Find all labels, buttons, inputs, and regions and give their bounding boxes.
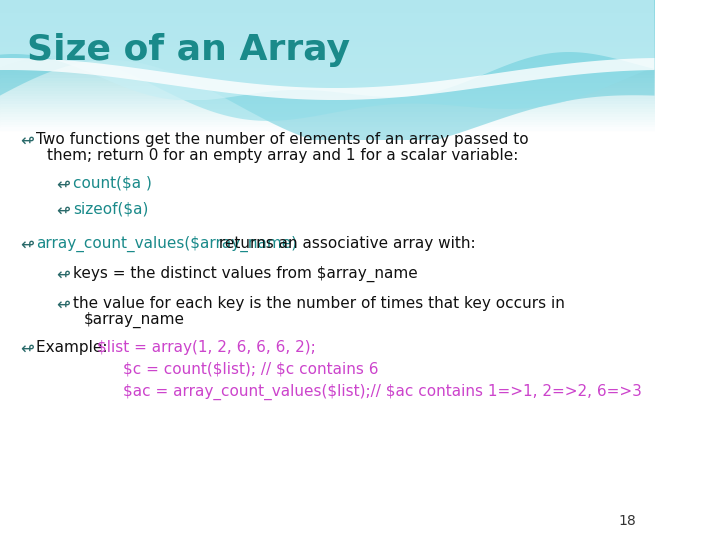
Text: sizeof($a): sizeof($a) bbox=[73, 202, 148, 217]
Text: ↫: ↫ bbox=[20, 236, 34, 254]
Bar bbox=[0, 49, 654, 52]
PathPatch shape bbox=[0, 58, 654, 100]
Text: ↫: ↫ bbox=[20, 340, 34, 358]
Text: array_count_values($array_name): array_count_values($array_name) bbox=[37, 236, 297, 252]
Bar bbox=[0, 122, 654, 125]
Bar bbox=[0, 99, 654, 102]
Bar bbox=[0, 68, 654, 70]
Bar bbox=[0, 10, 654, 13]
Bar bbox=[0, 8, 654, 10]
Bar bbox=[0, 104, 654, 106]
Bar bbox=[0, 13, 654, 16]
Text: ↫: ↫ bbox=[56, 296, 71, 314]
Bar bbox=[0, 117, 654, 119]
Bar bbox=[0, 65, 654, 68]
Text: Example:: Example: bbox=[37, 340, 113, 355]
Bar bbox=[0, 39, 654, 42]
Bar bbox=[0, 70, 654, 73]
Text: ↫: ↫ bbox=[20, 132, 34, 150]
Bar bbox=[0, 127, 654, 130]
PathPatch shape bbox=[0, 0, 654, 140]
Text: $array_name: $array_name bbox=[84, 312, 184, 328]
Bar bbox=[0, 73, 654, 76]
Bar bbox=[0, 5, 654, 8]
Bar bbox=[0, 60, 654, 63]
Text: $ac = array_count_values($list);// $ac contains 1=>1, 2=>2, 6=>3: $ac = array_count_values($list);// $ac c… bbox=[122, 384, 642, 400]
Bar bbox=[0, 83, 654, 86]
Text: 18: 18 bbox=[618, 514, 636, 528]
Bar bbox=[0, 18, 654, 21]
Bar bbox=[0, 29, 654, 31]
Bar bbox=[0, 31, 654, 34]
PathPatch shape bbox=[0, 0, 654, 121]
Bar bbox=[0, 47, 654, 49]
Text: ↫: ↫ bbox=[56, 176, 71, 194]
Text: returns an associative array with:: returns an associative array with: bbox=[214, 236, 475, 251]
Bar bbox=[0, 63, 654, 65]
Bar bbox=[0, 55, 654, 57]
Bar bbox=[0, 57, 654, 60]
Bar bbox=[0, 44, 654, 47]
Bar bbox=[0, 42, 654, 44]
Bar bbox=[0, 78, 654, 80]
Bar bbox=[0, 36, 654, 39]
Bar bbox=[0, 86, 654, 89]
Bar bbox=[0, 114, 654, 117]
Text: $list = array(1, 2, 6, 6, 6, 2);: $list = array(1, 2, 6, 6, 6, 2); bbox=[97, 340, 316, 355]
Bar bbox=[0, 119, 654, 122]
Bar bbox=[0, 96, 654, 99]
Text: Size of an Array: Size of an Array bbox=[27, 33, 350, 67]
Text: ↫: ↫ bbox=[56, 266, 71, 284]
Text: them; return 0 for an empty array and 1 for a scalar variable:: them; return 0 for an empty array and 1 … bbox=[48, 148, 518, 163]
Bar bbox=[0, 21, 654, 23]
Bar bbox=[0, 91, 654, 93]
Bar bbox=[0, 80, 654, 83]
Bar bbox=[0, 0, 654, 3]
Bar bbox=[0, 102, 654, 104]
Bar bbox=[0, 125, 654, 127]
Bar bbox=[0, 23, 654, 26]
Bar bbox=[0, 34, 654, 36]
Bar bbox=[0, 16, 654, 18]
Bar bbox=[0, 112, 654, 114]
Bar bbox=[0, 26, 654, 29]
Bar bbox=[0, 93, 654, 96]
PathPatch shape bbox=[0, 0, 654, 100]
Text: keys = the distinct values from $array_name: keys = the distinct values from $array_n… bbox=[73, 266, 418, 282]
Bar bbox=[0, 52, 654, 55]
Text: ↫: ↫ bbox=[56, 202, 71, 220]
Bar bbox=[0, 89, 654, 91]
Bar bbox=[0, 106, 654, 109]
Text: $c = count($list); // $c contains 6: $c = count($list); // $c contains 6 bbox=[122, 362, 378, 377]
Bar bbox=[0, 109, 654, 112]
Bar bbox=[0, 3, 654, 5]
Text: Two functions get the number of elements of an array passed to: Two functions get the number of elements… bbox=[37, 132, 529, 147]
Text: the value for each key is the number of times that key occurs in: the value for each key is the number of … bbox=[73, 296, 564, 311]
Text: count($a ): count($a ) bbox=[73, 176, 152, 191]
Bar bbox=[0, 76, 654, 78]
